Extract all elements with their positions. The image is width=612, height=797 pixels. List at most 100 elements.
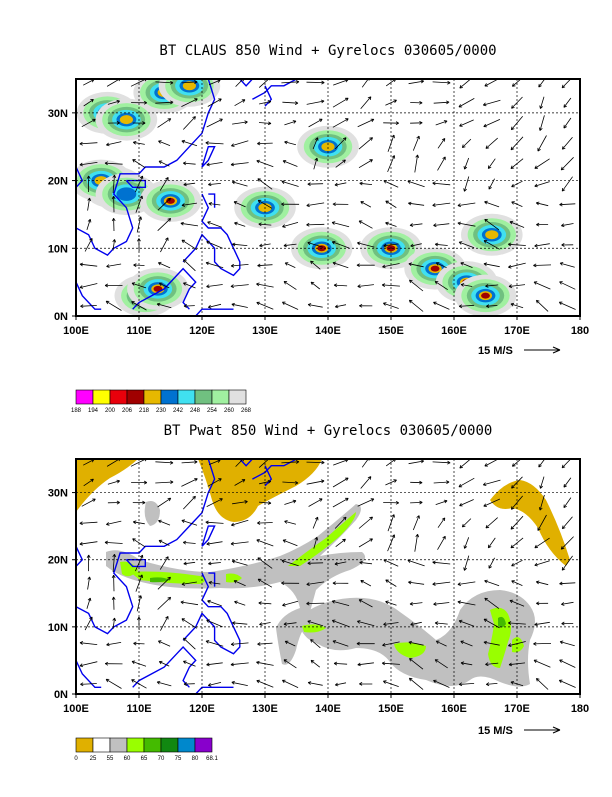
wind-arrow bbox=[534, 181, 550, 188]
wind-arrow bbox=[533, 659, 551, 668]
wind-arrow bbox=[410, 621, 422, 626]
wind-arrow bbox=[561, 601, 574, 606]
x-tick-label: 120E bbox=[189, 703, 215, 715]
wind-arrow bbox=[182, 282, 196, 289]
wind-arrow bbox=[207, 303, 222, 309]
colorbar-label: 194 bbox=[88, 408, 99, 414]
wind-arrow bbox=[183, 561, 196, 566]
x-axis: 100E 110E 120E 130E 140E 150E 160E 170E 180 bbox=[63, 694, 589, 715]
coastline-segment bbox=[201, 146, 216, 168]
wind-arrow bbox=[357, 118, 375, 128]
wind-arrow bbox=[511, 180, 523, 188]
wind-arrow bbox=[359, 560, 373, 565]
wind-arrow bbox=[183, 182, 196, 187]
wind-arrow bbox=[483, 240, 500, 250]
wind-arrow bbox=[561, 555, 573, 571]
wind-arrow bbox=[107, 479, 120, 485]
wind-arrow bbox=[458, 619, 475, 627]
wind-arrow bbox=[207, 599, 222, 607]
wind-arrow bbox=[308, 498, 323, 507]
wind-arrow bbox=[483, 640, 500, 646]
colorbar-label: 188 bbox=[71, 408, 82, 414]
wind-arrow bbox=[181, 239, 198, 251]
wind-arrow bbox=[257, 578, 273, 588]
wind-arrow bbox=[483, 618, 500, 629]
wind-arrow bbox=[458, 98, 475, 108]
wind-arrow bbox=[332, 118, 349, 128]
wind-arrow bbox=[387, 155, 396, 173]
wind-arrow bbox=[230, 642, 249, 647]
wind-arrow bbox=[357, 620, 375, 627]
wind-arrow bbox=[157, 596, 172, 610]
wind-arrow bbox=[460, 283, 473, 287]
wind-arrow bbox=[107, 121, 120, 125]
wind-arrow bbox=[433, 679, 450, 688]
wind-arrow bbox=[485, 517, 498, 529]
wind-arrow bbox=[106, 520, 122, 526]
wind-arrow bbox=[231, 180, 248, 187]
colorbar-label: 260 bbox=[224, 408, 235, 414]
wind-arrow bbox=[183, 637, 196, 650]
x-axis: 100E 110E 120E 130E 140E 150E 160E 170E 180 bbox=[63, 316, 589, 337]
wind-arrow bbox=[231, 519, 249, 527]
coastline-segment bbox=[132, 267, 197, 310]
wind-arrow bbox=[155, 100, 174, 105]
wind-arrow bbox=[181, 202, 197, 207]
chart-title: BT CLAUS 850 Wind + Gyrelocs 030605/0000 bbox=[159, 43, 496, 59]
wind-arrow bbox=[306, 460, 325, 465]
wind-arrow bbox=[308, 118, 323, 128]
wind-arrow bbox=[560, 536, 574, 550]
cloud-cell bbox=[325, 144, 331, 149]
wind-arrow bbox=[282, 222, 299, 228]
wind-arrow bbox=[306, 222, 325, 227]
wind-arrow bbox=[508, 262, 526, 269]
wind-arrow bbox=[563, 117, 572, 129]
colorbar-swatch bbox=[194, 389, 213, 405]
wind-arrow bbox=[160, 615, 169, 631]
wind-arrow bbox=[306, 479, 325, 485]
wind-arrow bbox=[508, 662, 526, 667]
wind-arrow bbox=[463, 537, 470, 549]
wind-arrow bbox=[79, 641, 98, 645]
colorbar: 0 25 55 60 65 70 75 80 68.1 bbox=[74, 737, 218, 762]
pwat-area-wet bbox=[512, 637, 524, 653]
colorbar-label: 0 bbox=[74, 756, 78, 762]
wind-arrow bbox=[331, 240, 350, 249]
wind-arrow bbox=[132, 520, 145, 525]
colorbar-label: 75 bbox=[175, 756, 182, 762]
coastline-segment bbox=[252, 79, 297, 100]
wind-arrow bbox=[84, 616, 93, 631]
wind-arrow bbox=[357, 662, 374, 667]
vector-scale-arrowhead bbox=[552, 346, 561, 354]
wind-arrow bbox=[561, 621, 574, 626]
wind-arrow bbox=[111, 217, 116, 232]
wind-arrow bbox=[281, 581, 300, 586]
wind-arrow bbox=[407, 180, 425, 188]
wind-arrow bbox=[385, 221, 397, 227]
wind-arrow bbox=[385, 479, 397, 486]
x-tick-label: 180 bbox=[571, 703, 589, 715]
wind-arrow bbox=[536, 601, 549, 606]
wind-arrow bbox=[84, 237, 93, 252]
wind-arrow bbox=[533, 281, 551, 290]
coastline-segment bbox=[201, 525, 216, 547]
wind-arrow bbox=[182, 660, 196, 667]
coastline-segment bbox=[195, 308, 234, 316]
vector-scale-label: 15 M/S bbox=[478, 345, 513, 357]
wind-arrow bbox=[563, 497, 572, 509]
grid bbox=[76, 79, 580, 316]
wind-arrow bbox=[432, 181, 451, 186]
wind-arrow bbox=[256, 660, 274, 666]
wind-arrow bbox=[208, 580, 221, 585]
wind-arrow bbox=[559, 202, 576, 207]
wind-arrow bbox=[437, 535, 446, 550]
wind-arrow bbox=[312, 137, 319, 150]
coastline-segment bbox=[195, 686, 234, 694]
wind-arrow bbox=[356, 263, 375, 268]
y-tick-label: 0N bbox=[54, 311, 68, 323]
wind-arrow bbox=[135, 554, 144, 572]
y-tick-label: 30N bbox=[48, 488, 68, 500]
wind-arrow bbox=[485, 682, 498, 687]
wind-arrow bbox=[106, 263, 122, 268]
wind-arrow bbox=[232, 242, 248, 247]
